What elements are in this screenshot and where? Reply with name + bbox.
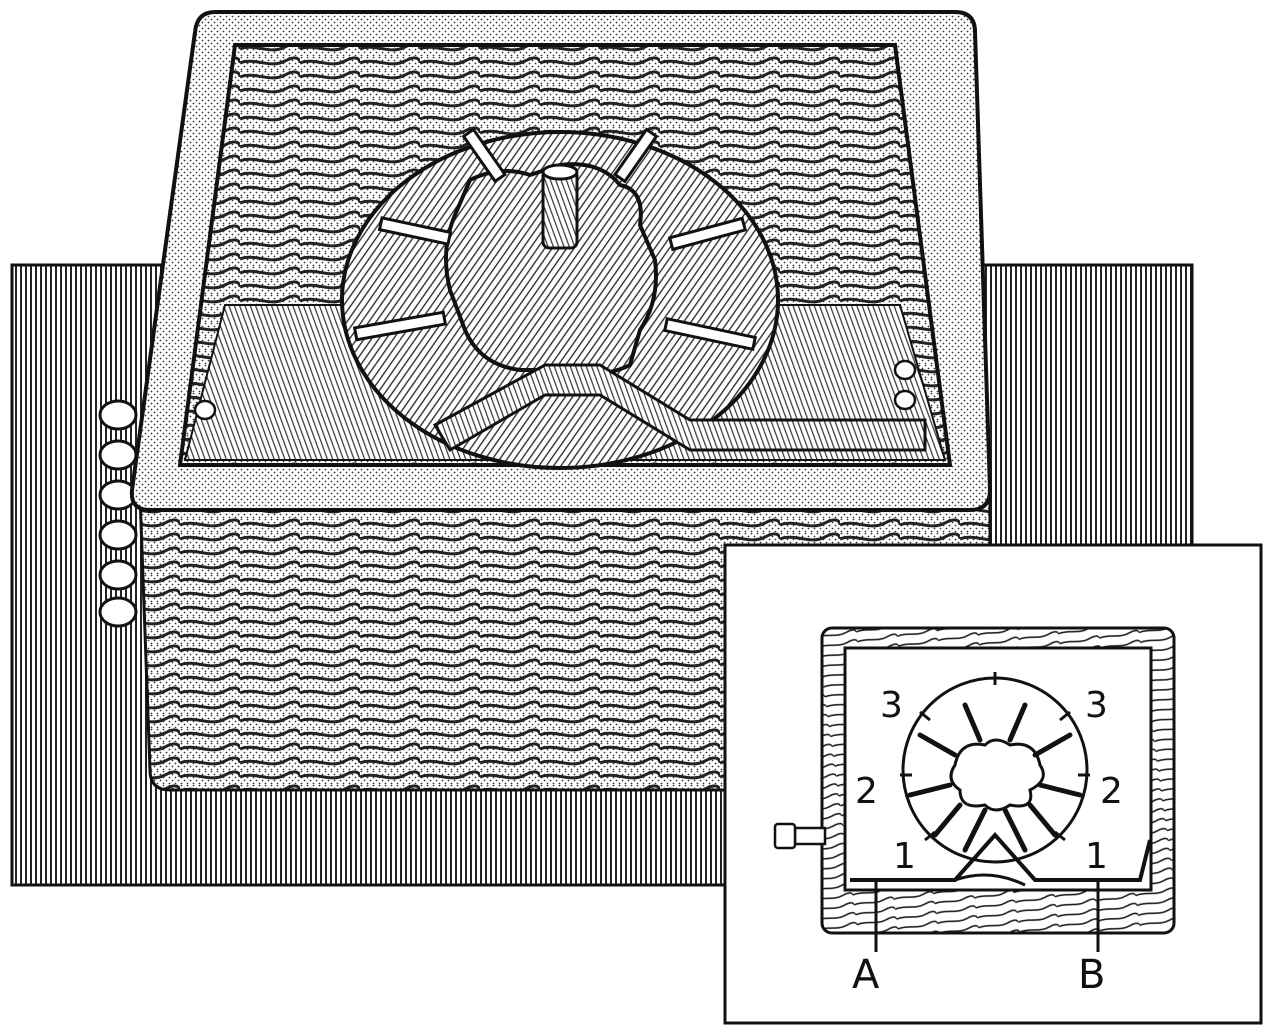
- inset-hub: [949, 738, 1045, 812]
- inset-radial-contacts: [907, 702, 1083, 853]
- inset-terminal-icon: [773, 822, 827, 850]
- inset-label-left-3: 3: [880, 685, 903, 726]
- inset-label-b: B: [1078, 952, 1105, 998]
- contact-lever: [432, 363, 927, 453]
- center-post-top: [541, 163, 579, 181]
- inset-label-a: A: [852, 952, 880, 998]
- inset-contact-spring: [850, 831, 1152, 882]
- inset-label-right-3: 3: [1085, 685, 1108, 726]
- center-post: [541, 168, 579, 250]
- central-hub: [444, 162, 658, 376]
- inset-label-left-2: 2: [855, 771, 878, 812]
- inset-spring-tip: [954, 873, 1026, 887]
- inset-ring-ticks: [900, 672, 1090, 842]
- contact-pins: [352, 127, 758, 352]
- inset-label-right-1: 1: [1085, 836, 1108, 877]
- screw-column: [98, 399, 138, 628]
- inset-label-right-2: 2: [1100, 771, 1123, 812]
- inner-screws: [193, 359, 917, 421]
- inset-label-left-1: 1: [893, 836, 916, 877]
